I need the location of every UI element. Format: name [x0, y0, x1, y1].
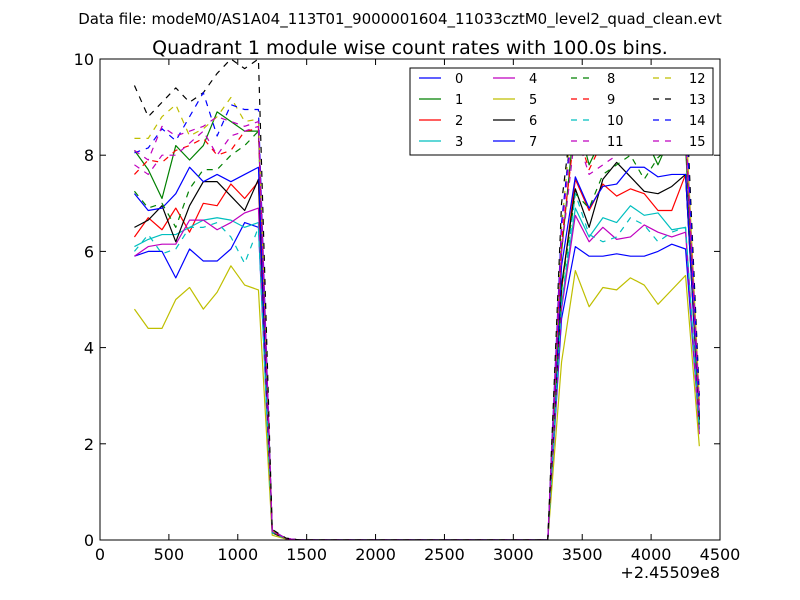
plot-frame	[99, 58, 721, 541]
legend-label-3: 3	[455, 135, 463, 150]
chart-title: Quadrant 1 module wise count rates with …	[152, 37, 668, 59]
legend-label-13: 13	[689, 93, 706, 108]
legend-label-5: 5	[529, 93, 537, 108]
y-tick-label: 0	[84, 531, 94, 550]
y-tick-label: 8	[84, 146, 94, 165]
legend-label-1: 1	[455, 93, 463, 108]
x-offset-label: +2.45509e8	[620, 563, 720, 582]
series-line-8	[133, 130, 700, 540]
legend-label-8: 8	[607, 72, 615, 87]
legend-label-11: 11	[607, 135, 624, 150]
y-tick-label: 6	[84, 242, 94, 261]
y-tick-label: 10	[74, 50, 94, 69]
y-tick-label: 4	[84, 339, 94, 358]
legend-label-2: 2	[455, 114, 463, 129]
series-line-10	[133, 193, 700, 540]
legend-label-12: 12	[689, 72, 706, 87]
legend-label-10: 10	[607, 114, 624, 129]
series-line-3	[134, 205, 700, 540]
legend-frame	[409, 67, 714, 156]
series-line-9	[134, 118, 700, 540]
legend-label-15: 15	[689, 135, 706, 150]
series-line-5	[133, 265, 700, 540]
chart-suptitle: Data file: modeM0/AS1A04_113T01_90000016…	[78, 10, 722, 29]
series-line-11	[134, 125, 700, 540]
y-tick-label: 2	[84, 435, 94, 454]
legend-label-14: 14	[689, 114, 706, 129]
legend-label-6: 6	[529, 114, 537, 129]
series-line-7	[133, 166, 700, 540]
x-tick-label: 3500	[562, 545, 603, 564]
series-line-0	[134, 221, 700, 540]
x-tick-label: 1000	[217, 545, 258, 564]
x-tick-label: 1500	[286, 545, 327, 564]
series-line-6	[134, 161, 700, 540]
x-tick-label: 2500	[424, 545, 465, 564]
series-line-14	[134, 92, 700, 540]
x-tick-label: 2000	[355, 545, 396, 564]
x-tick-label: 3000	[493, 545, 534, 564]
legend-label-4: 4	[529, 72, 537, 87]
x-tick-label: 500	[154, 545, 185, 564]
legend-label-7: 7	[529, 135, 537, 150]
legend-label-0: 0	[455, 72, 463, 87]
ticks-layer: 0 500 1000 1500 2000 2500 3000 3500 4000 4500 0 2 4 6…	[74, 50, 741, 564]
x-tick-label: 0	[95, 545, 105, 564]
legend-label-9: 9	[607, 93, 615, 108]
x-tick-label: 4000	[631, 545, 672, 564]
x-tick-label: 4500	[700, 545, 741, 564]
series-line-4	[134, 207, 700, 540]
series-line-12	[134, 77, 700, 540]
